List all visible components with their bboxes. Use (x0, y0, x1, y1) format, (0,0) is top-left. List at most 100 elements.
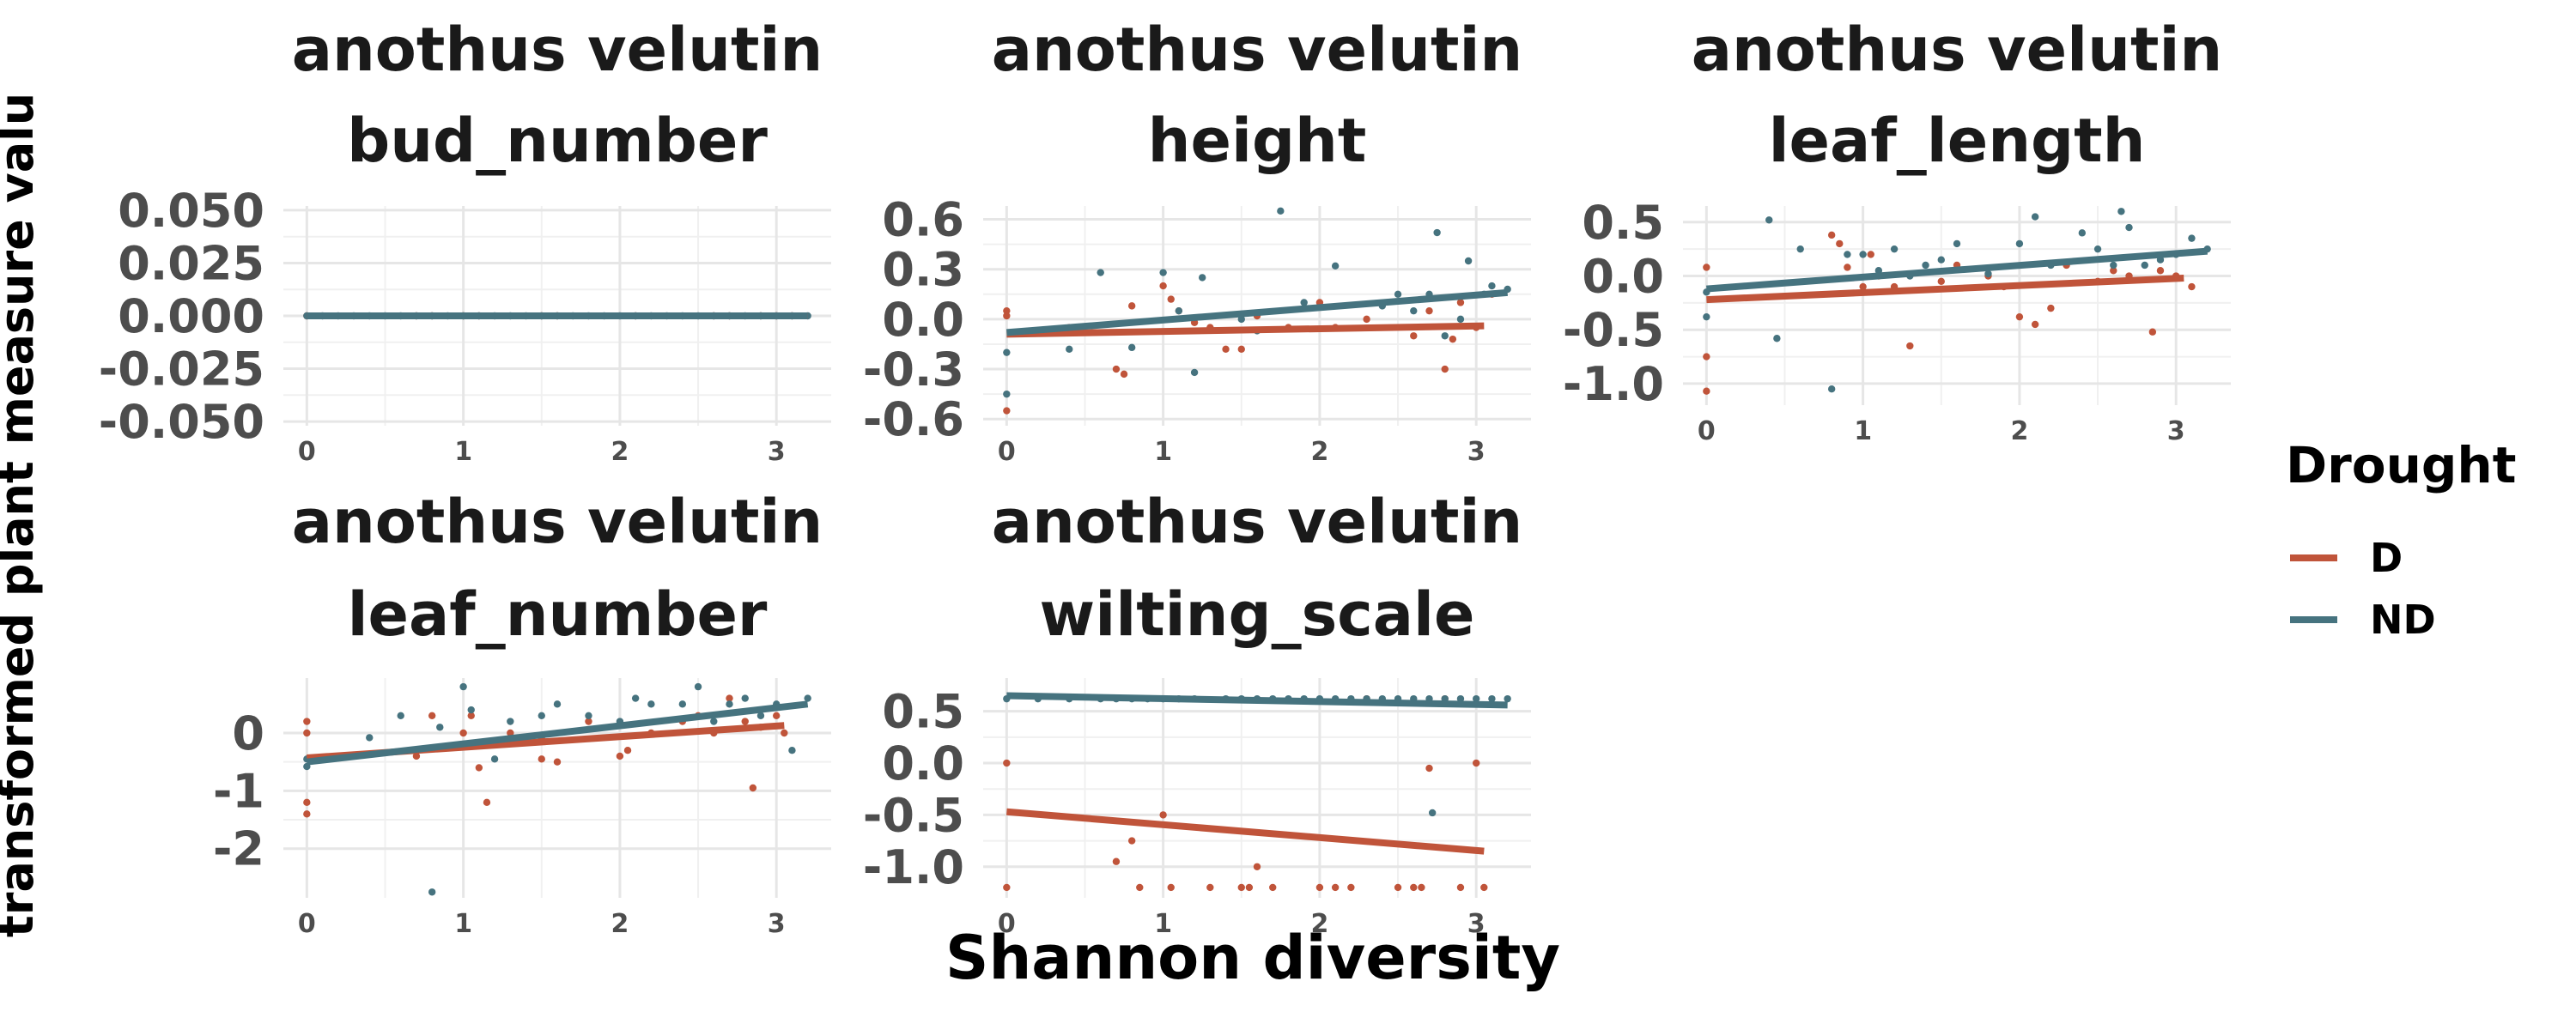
fit-line-nd (1006, 288, 1508, 336)
y-tick-label: 0.025 (118, 236, 264, 290)
data-point-d (1473, 759, 1480, 767)
data-point-nd (1984, 270, 1992, 278)
data-point-d (1003, 407, 1011, 415)
panel-subtitle: leaf_number (348, 579, 768, 650)
y-tick-label: 0.0 (882, 293, 964, 347)
data-point-nd (741, 694, 749, 702)
data-point-nd (553, 700, 562, 708)
data-point-nd (1159, 269, 1167, 276)
y-tick-label: 0 (232, 706, 264, 760)
data-point-nd (1331, 262, 1340, 270)
data-point-nd (2117, 208, 2125, 215)
data-point-nd (647, 700, 655, 708)
data-point-d (616, 752, 624, 760)
data-point-d (1159, 282, 1167, 290)
data-point-nd (1300, 299, 1308, 306)
data-point-d (303, 798, 311, 807)
data-point-nd (467, 706, 475, 714)
fit-line-nd (1006, 692, 1508, 709)
x-axis-label: Shannon diversity (945, 923, 1560, 993)
data-point-d (2031, 320, 2039, 329)
data-point-nd (2125, 223, 2133, 232)
data-point-nd (459, 682, 467, 691)
panel-title: anothus velutin (292, 487, 823, 557)
data-point-nd (1433, 228, 1441, 237)
data-point-d (1703, 353, 1710, 360)
x-tick-label: 3 (1467, 437, 1485, 467)
panel-subtitle: bud_number (347, 106, 768, 176)
data-point-d (585, 718, 592, 725)
data-point-d (428, 712, 436, 719)
panel-0: anothus velutin bud_number 0 1 2 3 0.0500.0250… (99, 15, 831, 467)
data-point-nd (1190, 368, 1199, 377)
data-point-d (773, 712, 781, 719)
data-point-nd (585, 712, 592, 719)
y-tick-label: 0.5 (882, 685, 964, 739)
legend: Drought D ND (2286, 436, 2516, 643)
data-point-d (1347, 883, 1355, 892)
data-point-d (475, 764, 483, 772)
data-point-d (1867, 251, 1874, 258)
data-point-d (1159, 811, 1167, 819)
data-point-nd (1703, 312, 1710, 321)
y-tick-label: -0.5 (1563, 303, 1664, 357)
data-point-nd (436, 724, 444, 731)
panel-subtitle: height (1148, 106, 1367, 176)
data-point-nd (1844, 251, 1851, 258)
data-point-d (1418, 883, 1425, 892)
data-point-d (1127, 302, 1136, 310)
data-point-nd (1488, 282, 1496, 290)
data-point-d (1237, 345, 1245, 353)
data-point-d (726, 694, 733, 702)
data-point-d (1906, 342, 1914, 350)
data-point-d (1937, 277, 1945, 285)
data-point-nd (1488, 694, 1496, 703)
panel-1: anothus velutin height 0 1 2 3 0.60.30.0-0.3-0… (863, 15, 1531, 467)
y-tick-label: -1 (213, 764, 264, 818)
x-tick-label: 1 (454, 909, 472, 939)
legend-title: Drought (2286, 436, 2516, 494)
x-tick-label: 2 (611, 909, 629, 939)
fit-line-d (1006, 808, 1485, 855)
y-tick-label: -0.6 (863, 392, 964, 446)
y-tick-label: 0.0 (1582, 250, 1664, 304)
x-tick-label: 2 (2010, 416, 2028, 446)
data-point-nd (1410, 306, 1418, 315)
data-point-d (1827, 231, 1836, 239)
y-tick-label: 0.6 (882, 193, 964, 247)
y-tick-label: 0.3 (882, 243, 964, 297)
data-point-d (459, 729, 467, 737)
data-point-nd (1066, 345, 1073, 353)
y-tick-label: 0.5 (1582, 196, 1664, 250)
data-point-nd (1504, 694, 1511, 703)
data-point-nd (2078, 229, 2087, 237)
data-point-nd (1237, 315, 1245, 324)
data-point-d (467, 712, 475, 719)
data-point-nd (1277, 207, 1285, 215)
data-point-nd (1199, 274, 1206, 282)
data-point-nd (538, 712, 545, 719)
y-tick-label: 0.050 (118, 184, 264, 238)
panel-title: anothus velutin (1692, 15, 2223, 85)
data-point-d (1206, 883, 1214, 892)
data-point-d (741, 718, 749, 725)
data-point-d (2110, 267, 2117, 275)
legend-label-nd: ND (2370, 597, 2436, 643)
data-point-d (1120, 370, 1128, 379)
data-point-d (1253, 863, 1261, 870)
data-point-nd (1765, 216, 1773, 224)
data-point-nd (2015, 239, 2024, 248)
data-point-nd (490, 755, 499, 763)
data-point-nd (1003, 348, 1011, 356)
data-point-d (2188, 282, 2196, 291)
data-point-d (2047, 304, 2055, 312)
data-point-d (1836, 239, 1844, 248)
data-point-nd (1827, 385, 1836, 393)
data-point-d (1167, 295, 1175, 303)
data-point-d (2015, 312, 2024, 321)
data-point-nd (507, 718, 514, 725)
data-point-nd (1890, 245, 1899, 253)
data-point-d (1315, 883, 1324, 892)
